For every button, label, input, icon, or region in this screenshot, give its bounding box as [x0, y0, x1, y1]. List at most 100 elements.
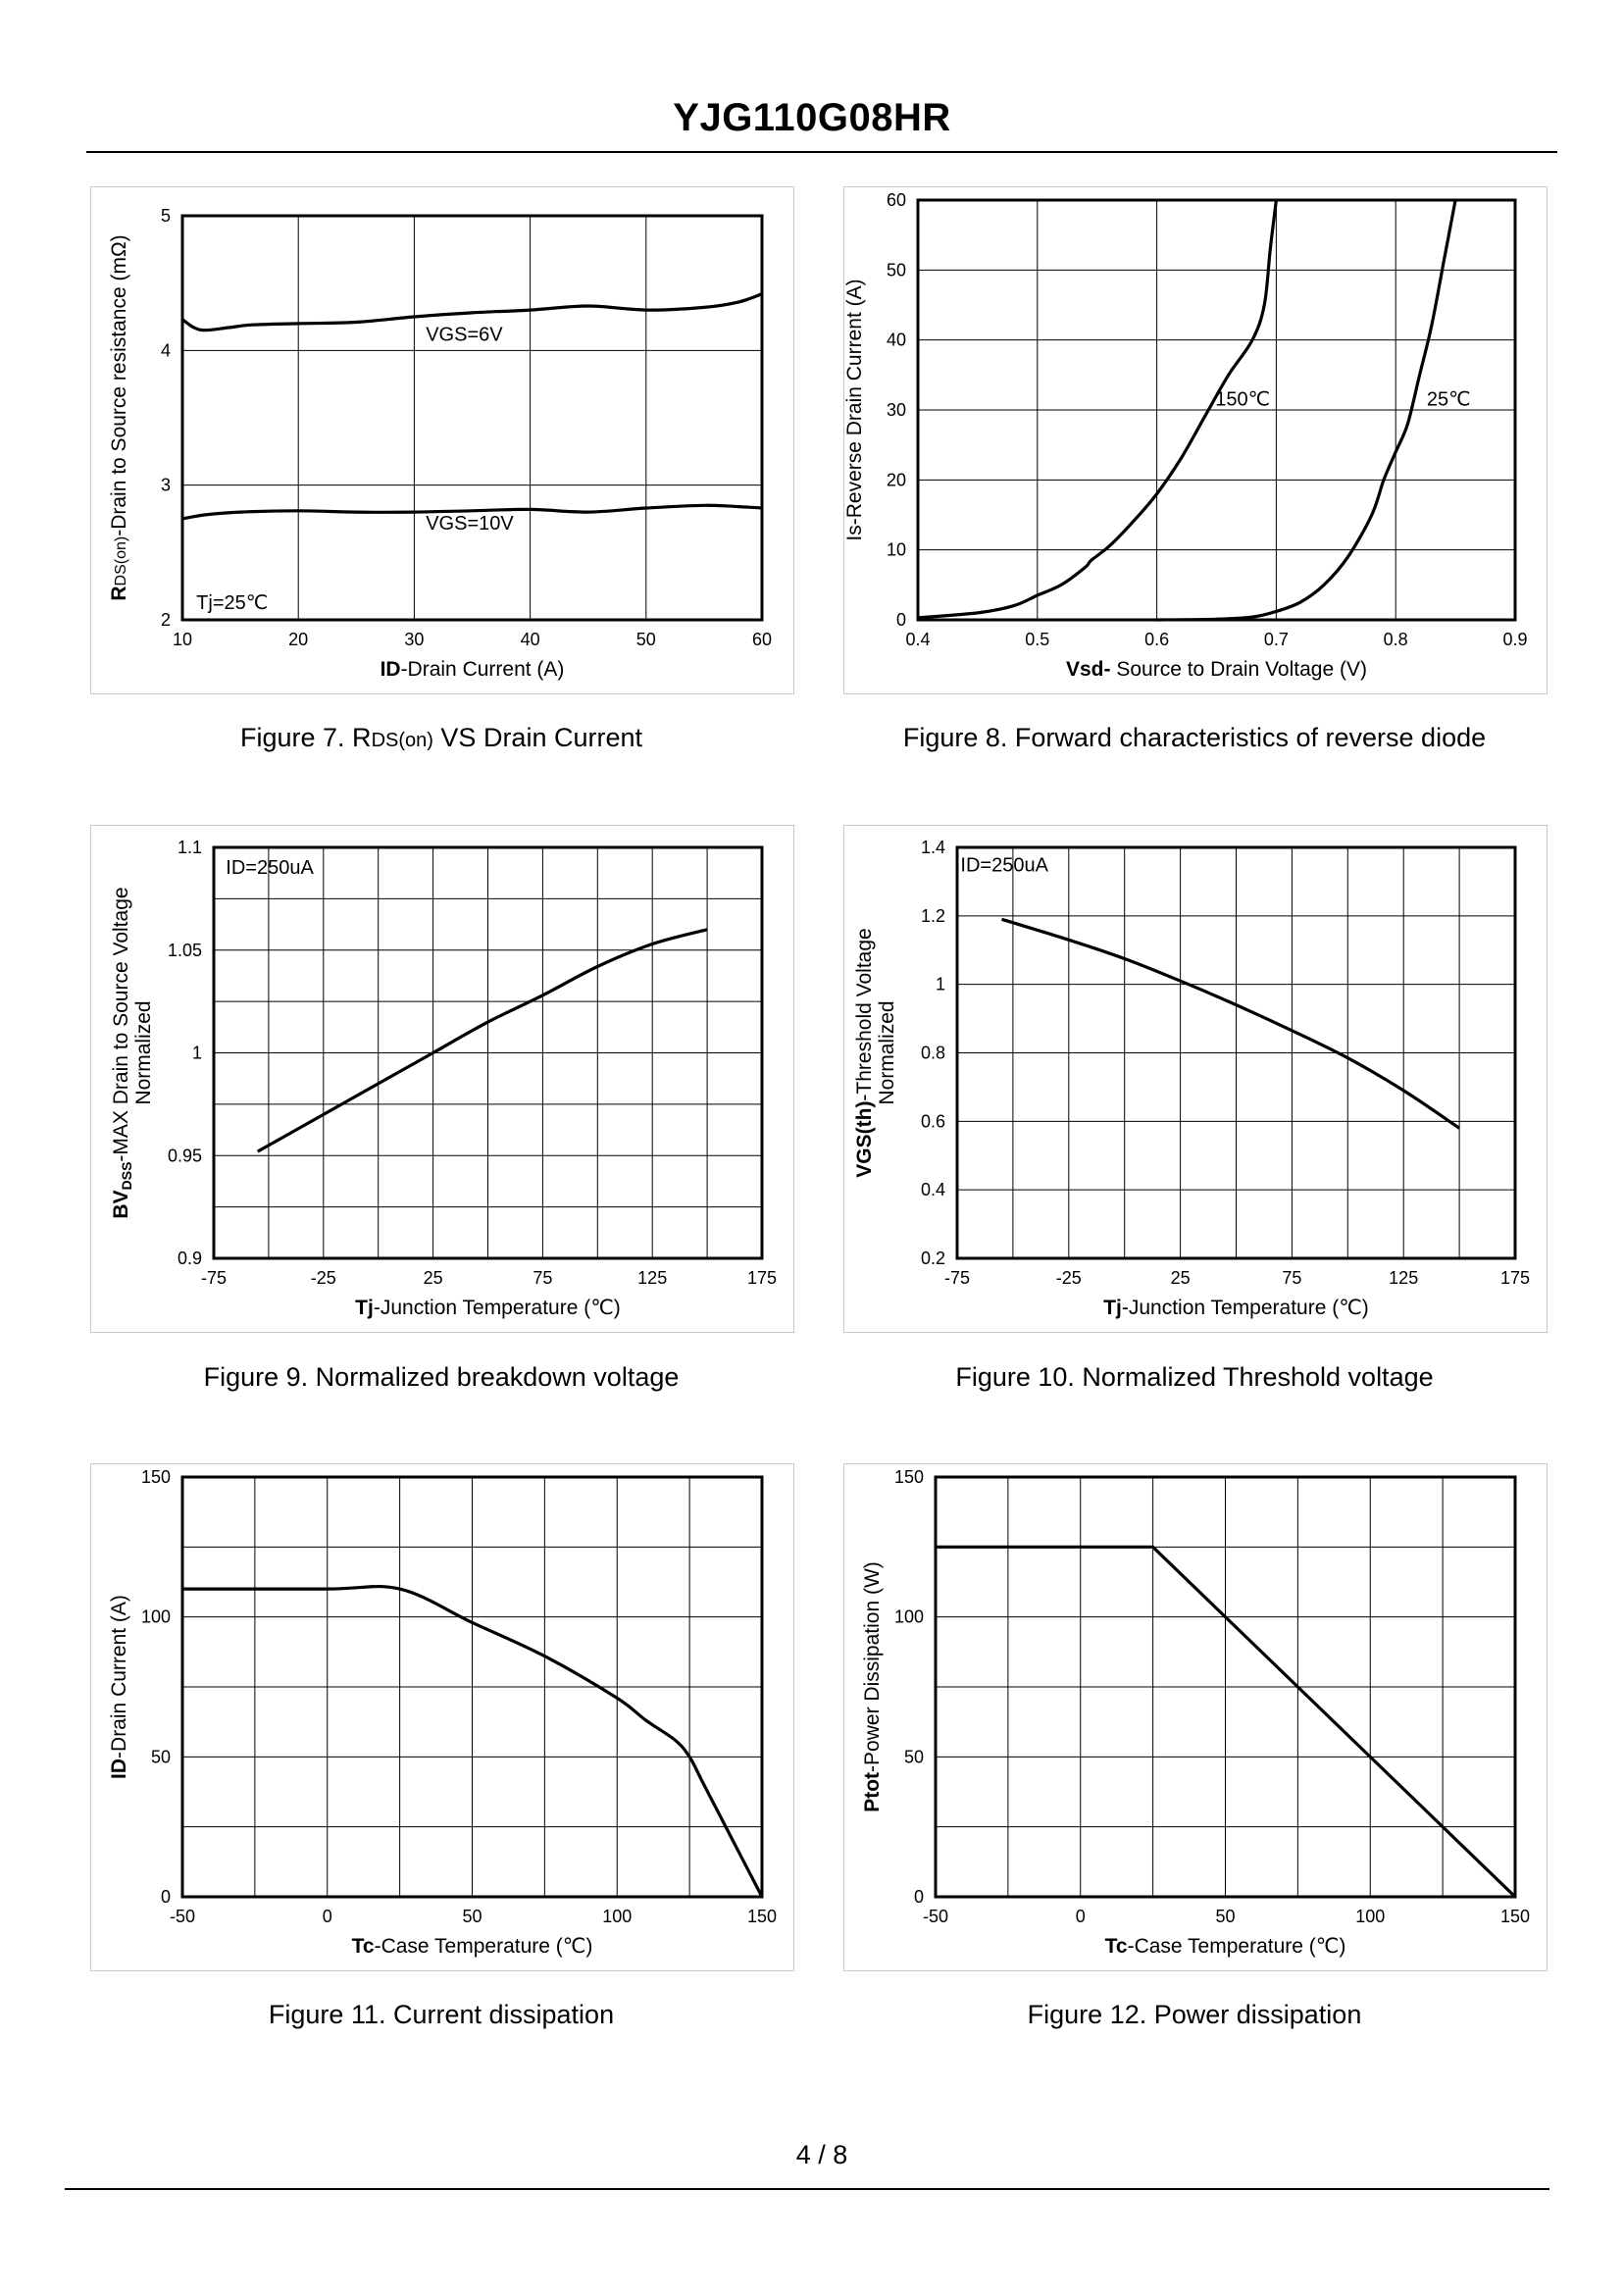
fig7-x-tick-label: 60 [752, 630, 772, 649]
figure-11-caption: Figure 11. Current dissipation [268, 2000, 615, 2029]
figure-10-chart-panel: -75 -25 25 75 125 175 0.2 0.4 0.6 0.8 1 1.2 1.4 Tj-Ju… [843, 825, 1548, 1333]
figure-8-caption: Figure 8. Forward characteristics of rev… [902, 723, 1487, 752]
fig8-y-tick-label: 30 [887, 400, 906, 420]
fig10-y-tick-label: 0.8 [921, 1044, 945, 1063]
fig8-x-tick-label: 0.7 [1264, 630, 1289, 649]
fig10-series-vgs-th--line [1001, 917, 1460, 1130]
fig9-y-tick-label: 1.1 [178, 838, 202, 857]
figure-8-chart-panel: 0.4 0.5 0.6 0.7 0.8 0.9 0 10 20 30 40 50 60 Vsd- Sour… [843, 186, 1548, 694]
fig7-annotation: VGS=6V [426, 325, 503, 346]
fig10-y-tick-label: 1.2 [921, 906, 945, 926]
fig12-y-tick-label: 0 [914, 1887, 924, 1907]
fig12-y-tick-label: 50 [904, 1747, 924, 1766]
fig7-y-tick-label: 3 [161, 476, 171, 495]
fig12-x-tick-label: 0 [1076, 1907, 1086, 1926]
fig10-x-tick-label: 75 [1282, 1268, 1301, 1288]
figure-10-caption: Figure 10. Normalized Threshold voltage [955, 1362, 1434, 1392]
fig11-y-tick-label: 50 [151, 1747, 171, 1766]
fig7-x-axis-label: ID-Drain Current (A) [381, 658, 565, 681]
fig8-annotation: 25℃ [1427, 389, 1471, 411]
fig8-y-tick-label: 20 [887, 470, 906, 489]
fig11-y-tick-label: 100 [141, 1607, 171, 1627]
header-rule [86, 151, 1557, 153]
fig9-annotation: ID=250uA [226, 857, 314, 879]
fig7-y-tick-label: 4 [161, 340, 171, 360]
fig7-plot-frame [180, 214, 764, 622]
fig10-x-axis-label: Tj-Junction Temperature (℃) [1103, 1297, 1369, 1319]
fig12-x-tick-label: 150 [1500, 1907, 1530, 1926]
fig8-x-tick-label: 0.6 [1144, 630, 1169, 649]
fig9-series-bvdss-line [256, 928, 708, 1153]
fig10-x-tick-label: -25 [1056, 1268, 1082, 1288]
fig8-y-tick-label: 10 [887, 540, 906, 560]
fig10-y-tick-label: 1.4 [921, 838, 945, 857]
fig10-y-axis-label-line2: Normalized [876, 1000, 898, 1104]
fig12-y-tick-label: 100 [894, 1607, 924, 1627]
fig8-annotation: 150℃ [1215, 389, 1270, 411]
page-number: 4 / 8 [795, 2140, 848, 2169]
fig11-x-tick-label: 0 [323, 1907, 332, 1926]
fig11-series-id-line [182, 1584, 764, 1898]
footer-rule [65, 2188, 1549, 2190]
figure-7-caption: Figure 7. RDS(on) VS Drain Current [240, 723, 642, 752]
fig7-x-tick-label: 20 [288, 630, 308, 649]
fig9-x-tick-label: 125 [637, 1268, 667, 1288]
fig9-y-tick-label: 1 [192, 1044, 202, 1063]
fig11-x-tick-label: 150 [747, 1907, 777, 1926]
fig11-plot-frame [180, 1475, 764, 1899]
fig7-series-vgs-10v-line [181, 503, 763, 521]
fig7-annotation: VGS=10V [426, 513, 514, 535]
fig9-y-axis-label-line2: Normalized [132, 1000, 155, 1104]
fig9-x-tick-label: 75 [533, 1268, 552, 1288]
fig9-plot-frame [212, 845, 764, 1260]
fig8-series-25--line [1156, 199, 1457, 622]
fig7-y-axis-label: RDS(on)-Drain to Source resistance (mΩ) [108, 234, 130, 600]
fig9-x-axis-label: Tj-Junction Temperature (℃) [355, 1297, 621, 1319]
fig8-y-tick-label: 0 [896, 610, 906, 630]
figure-9-chart-panel: -75 -25 25 75 125 175 0.9 0.95 1 1.05 1.1 Tj-Juncti… [90, 825, 794, 1333]
fig11-x-axis-label: Tc-Case Temperature (℃) [352, 1935, 593, 1958]
fig10-plot-frame [955, 845, 1517, 1260]
fig7-x-tick-label: 50 [636, 630, 656, 649]
fig11-y-axis-label: ID-Drain Current (A) [108, 1595, 130, 1779]
fig10-y-tick-label: 0.6 [921, 1111, 945, 1131]
fig9-x-tick-label: 25 [424, 1268, 443, 1288]
fig9-x-tick-label: 175 [747, 1268, 777, 1288]
fig11-x-tick-label: 50 [462, 1907, 482, 1926]
fig10-x-tick-label: -75 [944, 1268, 970, 1288]
fig10-y-tick-label: 0.4 [921, 1180, 945, 1199]
fig11-y-tick-label: 150 [141, 1467, 171, 1487]
fig12-x-axis-label: Tc-Case Temperature (℃) [1105, 1935, 1346, 1958]
fig8-x-tick-label: 0.9 [1502, 630, 1527, 649]
fig10-x-tick-label: 25 [1171, 1268, 1191, 1288]
fig8-y-axis-label: Is-Reverse Drain Current (A) [844, 279, 866, 540]
fig8-y-tick-label: 50 [887, 260, 906, 280]
fig11-x-tick-label: -50 [170, 1907, 195, 1926]
fig9-y-axis-label: BVDSS-MAX Drain to Source Voltage [110, 887, 134, 1218]
fig8-x-axis-label: Vsd- Source to Drain Voltage (V) [1066, 658, 1367, 681]
fig7-x-tick-label: 30 [404, 630, 424, 649]
fig8-x-tick-label: 0.8 [1384, 630, 1408, 649]
figure-12-chart-panel: -50 0 50 100 150 0 50 100 150 Tc-Case Temperature… [843, 1463, 1548, 1971]
figure-8-chart: 0.4 0.5 0.6 0.7 0.8 0.9 0 10 20 30 40 50 60 Vsd- Sour… [844, 190, 1528, 681]
fig12-y-axis-label: Ptot-Power Dissipation (W) [861, 1561, 884, 1812]
fig8-y-tick-label: 60 [887, 190, 906, 210]
fig12-y-tick-label: 150 [894, 1467, 924, 1487]
fig9-x-tick-label: -25 [311, 1268, 336, 1288]
fig7-x-tick-label: 10 [173, 630, 192, 649]
figure-9-caption: Figure 9. Normalized breakdown voltage [203, 1362, 680, 1392]
fig7-annotation: Tj=25℃ [196, 592, 268, 614]
fig11-y-tick-label: 0 [161, 1887, 171, 1907]
fig11-x-tick-label: 100 [602, 1907, 632, 1926]
fig7-series-vgs-6v-line [181, 292, 763, 332]
fig12-plot-frame [934, 1475, 1517, 1899]
figure-7-chart-panel: 10 20 30 40 50 60 2 3 4 5 ID-Drain Current (A) RDS(… [90, 186, 794, 694]
fig12-series-ptot-line [936, 1545, 1517, 1899]
fig10-y-axis-label: VGS(th)-Threshold Voltage [853, 928, 876, 1177]
fig7-x-tick-label: 40 [521, 630, 540, 649]
fig8-series-150--line [917, 199, 1278, 620]
figure-12-caption: Figure 12. Power dissipation [1027, 2000, 1362, 2029]
fig10-x-tick-label: 125 [1389, 1268, 1418, 1288]
